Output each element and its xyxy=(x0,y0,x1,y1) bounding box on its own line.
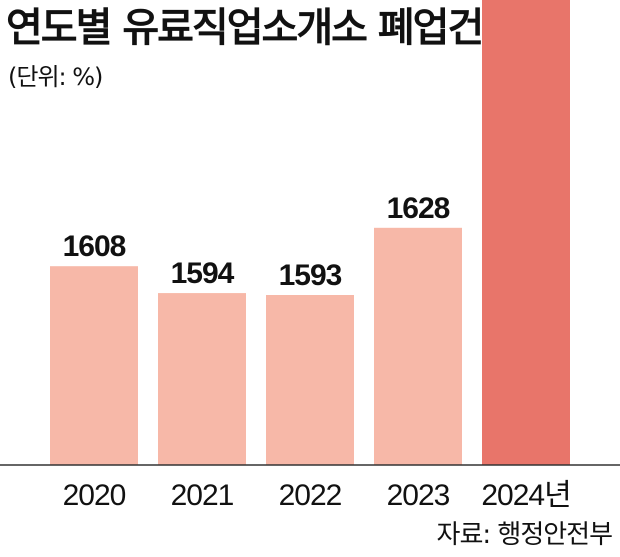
x-tick-label-0: 2020 xyxy=(63,479,126,512)
unit-label: (단위: %) xyxy=(8,63,103,91)
bar-2021 xyxy=(158,293,246,465)
x-tick-label-1: 2021 xyxy=(171,479,234,512)
source-note: 자료: 행정안전부 xyxy=(436,520,613,550)
bar-2022 xyxy=(266,295,354,465)
chart-title: 연도별 유료직업소개소 폐업건수 xyxy=(6,5,519,51)
x-tick-labels-group: 2020 2021 2022 2023 2024년 xyxy=(63,479,572,512)
bar-2024년 xyxy=(482,0,570,466)
bar-2023 xyxy=(374,227,462,465)
x-tick-label-3: 2023 xyxy=(387,479,450,512)
bars-group xyxy=(50,0,570,466)
value-label-2020: 1608 xyxy=(63,230,126,263)
value-label-2023: 1628 xyxy=(387,192,450,225)
value-label-2022: 1593 xyxy=(279,259,342,292)
value-labels-group: 16081594159316281764 xyxy=(63,192,451,292)
x-tick-label-4: 2024년 xyxy=(481,479,570,512)
x-tick-label-2: 2022 xyxy=(279,479,342,512)
bar-2020 xyxy=(50,266,138,465)
value-label-2021: 1594 xyxy=(171,257,235,290)
